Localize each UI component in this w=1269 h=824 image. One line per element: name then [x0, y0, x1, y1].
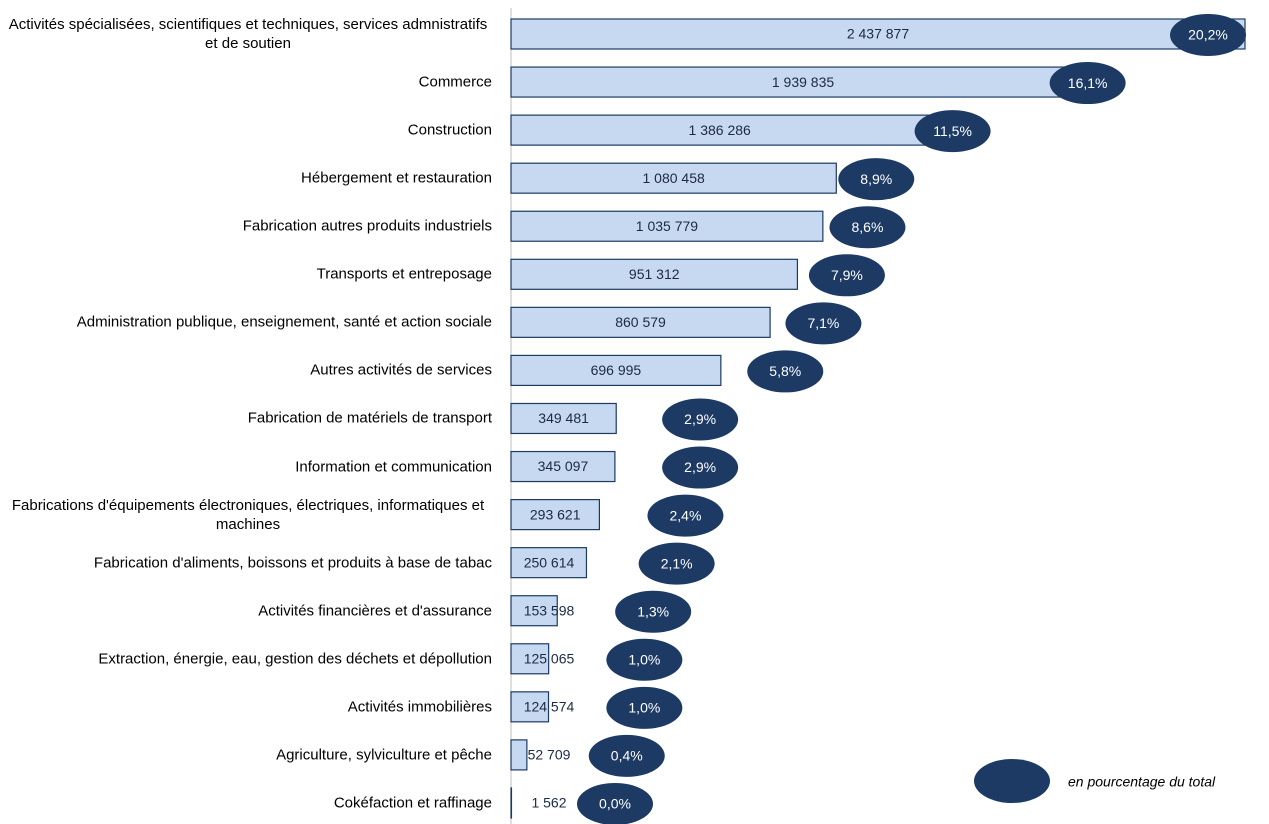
- share-label: 7,1%: [807, 315, 839, 331]
- share-bubble: [1170, 14, 1246, 56]
- share-label: 2,4%: [669, 507, 701, 523]
- share-label: 2,9%: [684, 459, 716, 475]
- legend-swatch: [974, 759, 1050, 803]
- value-label: 125 065: [524, 650, 575, 666]
- bar: [510, 402, 617, 435]
- bar: [510, 643, 550, 675]
- share-bubble: [588, 734, 665, 777]
- share-bubble: [606, 686, 683, 729]
- value-label: 1 080 458: [643, 170, 705, 186]
- share-label: 11,5%: [933, 123, 972, 139]
- share-bubble: [662, 398, 739, 441]
- share-bubble: [1049, 62, 1126, 105]
- bar: [510, 66, 1096, 98]
- category-label: Cokéfaction et raffinage: [333, 794, 492, 812]
- share-bubble: [662, 446, 739, 489]
- value-label: 124 574: [524, 699, 575, 715]
- value-label: 696 995: [591, 362, 642, 378]
- bar: [510, 547, 588, 579]
- share-bubble: [647, 494, 724, 537]
- category-label: Fabrication de matériels de transport: [247, 409, 492, 427]
- category-label: Commerce: [418, 73, 492, 91]
- category-label: Agriculture, sylviculture et pêche: [276, 746, 492, 764]
- bar: [510, 162, 837, 194]
- category-label: Transports et entreposage: [316, 265, 492, 283]
- share-label: 1,0%: [628, 700, 660, 716]
- bar: [510, 354, 722, 387]
- value-label: 153 598: [524, 602, 575, 618]
- bar: [510, 739, 528, 771]
- category-label: Hébergement et restauration: [301, 169, 492, 187]
- value-label: 293 621: [530, 506, 581, 522]
- category-label: Fabrications d'équipements électroniques…: [11, 496, 485, 533]
- value-label: 1 939 835: [772, 74, 834, 90]
- value-label: 1 035 779: [636, 218, 698, 234]
- share-bubble: [785, 302, 862, 345]
- share-label: 8,9%: [860, 171, 892, 187]
- share-bubble: [829, 206, 906, 249]
- share-label: 8,6%: [852, 219, 884, 235]
- share-bubble: [577, 782, 653, 824]
- category-label: Autres activités de services: [310, 361, 492, 379]
- category-label: Construction: [407, 121, 492, 139]
- bar: [510, 595, 558, 627]
- share-bubble: [808, 254, 885, 297]
- bar: [510, 499, 601, 531]
- value-label: 345 097: [538, 458, 589, 474]
- share-label: 20,2%: [1188, 27, 1228, 43]
- category-label: Information et communication: [295, 458, 492, 476]
- category-label: Activités immobilières: [347, 698, 492, 716]
- share-label: 5,8%: [769, 363, 801, 379]
- value-label: 951 312: [629, 266, 680, 282]
- share-label: 2,9%: [684, 411, 716, 427]
- share-label: 7,9%: [831, 267, 863, 283]
- category-label: Fabrication autres produits industriels: [242, 217, 492, 235]
- share-bubble: [914, 110, 991, 153]
- legend-label: en pourcentage du total: [1068, 774, 1216, 790]
- value-label: 52 709: [528, 747, 571, 763]
- share-bubble: [638, 542, 715, 585]
- share-label: 1,0%: [628, 651, 660, 667]
- share-label: 0,4%: [611, 748, 643, 764]
- share-bubble: [747, 350, 824, 393]
- share-label: 2,1%: [661, 555, 693, 571]
- share-label: 1,3%: [637, 603, 669, 619]
- value-label: 2 437 877: [847, 26, 909, 42]
- share-label: 0,0%: [599, 796, 631, 812]
- bar: [510, 258, 799, 290]
- category-label: Administration publique, enseignement, s…: [76, 313, 492, 331]
- value-label: 1 562: [531, 795, 566, 811]
- share-bubble: [838, 158, 915, 201]
- value-label: 349 481: [538, 410, 589, 426]
- share-bubble: [606, 638, 683, 681]
- value-label: 860 579: [615, 314, 666, 330]
- bar: [510, 450, 616, 483]
- category-label: Fabrication d'aliments, boissons et prod…: [93, 554, 492, 572]
- value-label: 250 614: [524, 554, 575, 570]
- category-label: Extraction, énergie, eau, gestion des dé…: [98, 650, 492, 668]
- category-label: Activités spécialisées, scientifiques et…: [8, 16, 488, 52]
- category-label: Activités financières et d'assurance: [258, 602, 492, 620]
- share-label: 16,1%: [1068, 75, 1108, 91]
- bar: [510, 691, 550, 723]
- share-bubble: [615, 590, 692, 633]
- value-label: 1 386 286: [689, 122, 751, 138]
- bar: [510, 210, 824, 242]
- bar: [510, 306, 771, 338]
